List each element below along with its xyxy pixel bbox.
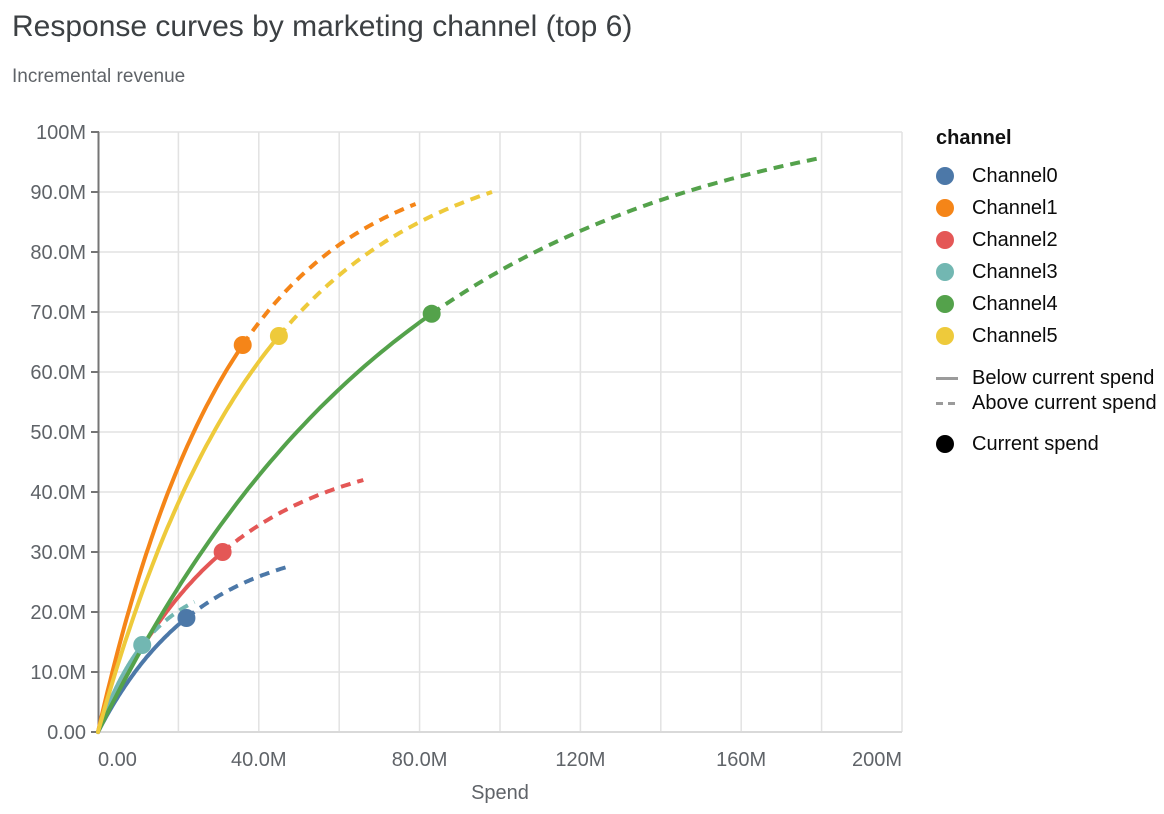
series-line-dashed-channel3 (140, 599, 196, 647)
x-tick-label: 200M (852, 749, 902, 771)
current-spend-point-channel3 (133, 636, 152, 654)
current-spend-dot-icon (936, 435, 954, 453)
channel1-swatch-icon (936, 199, 954, 217)
channel0-swatch-icon (936, 167, 954, 185)
legend-item-channel1: Channel1 (936, 192, 1162, 224)
channel2-swatch-icon (936, 231, 954, 249)
channel5-swatch-icon (936, 327, 954, 345)
legend-item-label: Channel1 (972, 196, 1058, 219)
legend-item-label: Channel2 (972, 228, 1058, 251)
series-line-dashed-channel2 (221, 478, 364, 554)
x-axis-label: Spend (471, 782, 529, 804)
legend-item-above-current-spend: Above current spend (936, 391, 1162, 416)
y-tick-label: 60.0M (30, 362, 86, 384)
solid-line-icon (936, 377, 958, 380)
y-tick-label: 0.00 (47, 722, 86, 744)
series-line-solid-channel4 (96, 311, 434, 734)
series-line-dashed-channel0 (185, 565, 288, 620)
channel3-swatch-icon (936, 263, 954, 281)
legend-item-label: Below current spend (972, 367, 1155, 389)
legend-item-label: Channel0 (972, 164, 1058, 187)
y-tick-label: 40.0M (30, 482, 86, 504)
plot-area: 0.00 10.0M 20.0M 30.0M 40.0M 50.0M 60.0M 70.0M 8… (30, 122, 903, 804)
series-line-solid-channel5 (96, 334, 281, 734)
channel4-swatch-icon (936, 295, 954, 313)
chart-title: Response curves by marketing channel (to… (12, 10, 633, 43)
legend-item-label: Channel4 (972, 292, 1058, 315)
legend-current-spend-group: Current spend (936, 428, 1162, 460)
current-spend-point-channel5 (269, 327, 288, 345)
legend-item-label: Channel5 (972, 324, 1058, 347)
y-tick-label: 100M (36, 122, 86, 144)
series-line-solid-channel1 (96, 343, 245, 734)
legend-item-channel5: Channel5 (936, 320, 1162, 352)
y-tick-label: 90.0M (30, 182, 86, 204)
legend-item-current-spend: Current spend (936, 428, 1162, 460)
x-tick-label: 120M (555, 749, 605, 771)
dashed-line-icon (936, 402, 958, 405)
series-line-dashed-channel4 (430, 155, 822, 316)
legend-item-label: Above current spend (972, 392, 1157, 414)
legend: channel Channel0 Channel1 Channel2 Chann… (936, 124, 1162, 460)
y-tick-label: 30.0M (30, 542, 86, 564)
y-axis-title: Incremental revenue (12, 66, 186, 87)
legend-item-channel2: Channel2 (936, 224, 1162, 256)
current-spend-point-channel2 (213, 543, 232, 561)
legend-item-channel4: Channel4 (936, 288, 1162, 320)
y-tick-label: 70.0M (30, 302, 86, 324)
legend-item-channel3: Channel3 (936, 256, 1162, 288)
current-spend-point-channel4 (422, 304, 441, 323)
current-spend-point-channel1 (233, 336, 252, 354)
legend-title: channel (936, 127, 1012, 149)
legend-channel-items: Channel0 Channel1 Channel2 Channel3 Chan… (936, 160, 1162, 352)
current-spend-point-channel0 (177, 609, 196, 627)
y-tick-label: 50.0M (30, 422, 86, 444)
y-tick-label: 80.0M (30, 242, 86, 264)
y-tick-label: 20.0M (30, 602, 86, 624)
x-tick-label: 80.0M (392, 749, 448, 771)
legend-item-channel0: Channel0 (936, 160, 1162, 192)
legend-line-style-items: Below current spend Above current spend (936, 366, 1162, 416)
legend-item-label: Current spend (972, 432, 1099, 455)
legend-item-below-current-spend: Below current spend (936, 366, 1162, 391)
series-line-dashed-channel1 (241, 202, 417, 347)
x-tick-label: 40.0M (231, 749, 287, 771)
legend-item-label: Channel3 (972, 260, 1058, 283)
x-tick-label: 160M (716, 749, 766, 771)
x-tick-label: 0.00 (98, 749, 137, 771)
y-tick-label: 10.0M (30, 662, 86, 684)
series-line-dashed-channel5 (277, 190, 493, 338)
